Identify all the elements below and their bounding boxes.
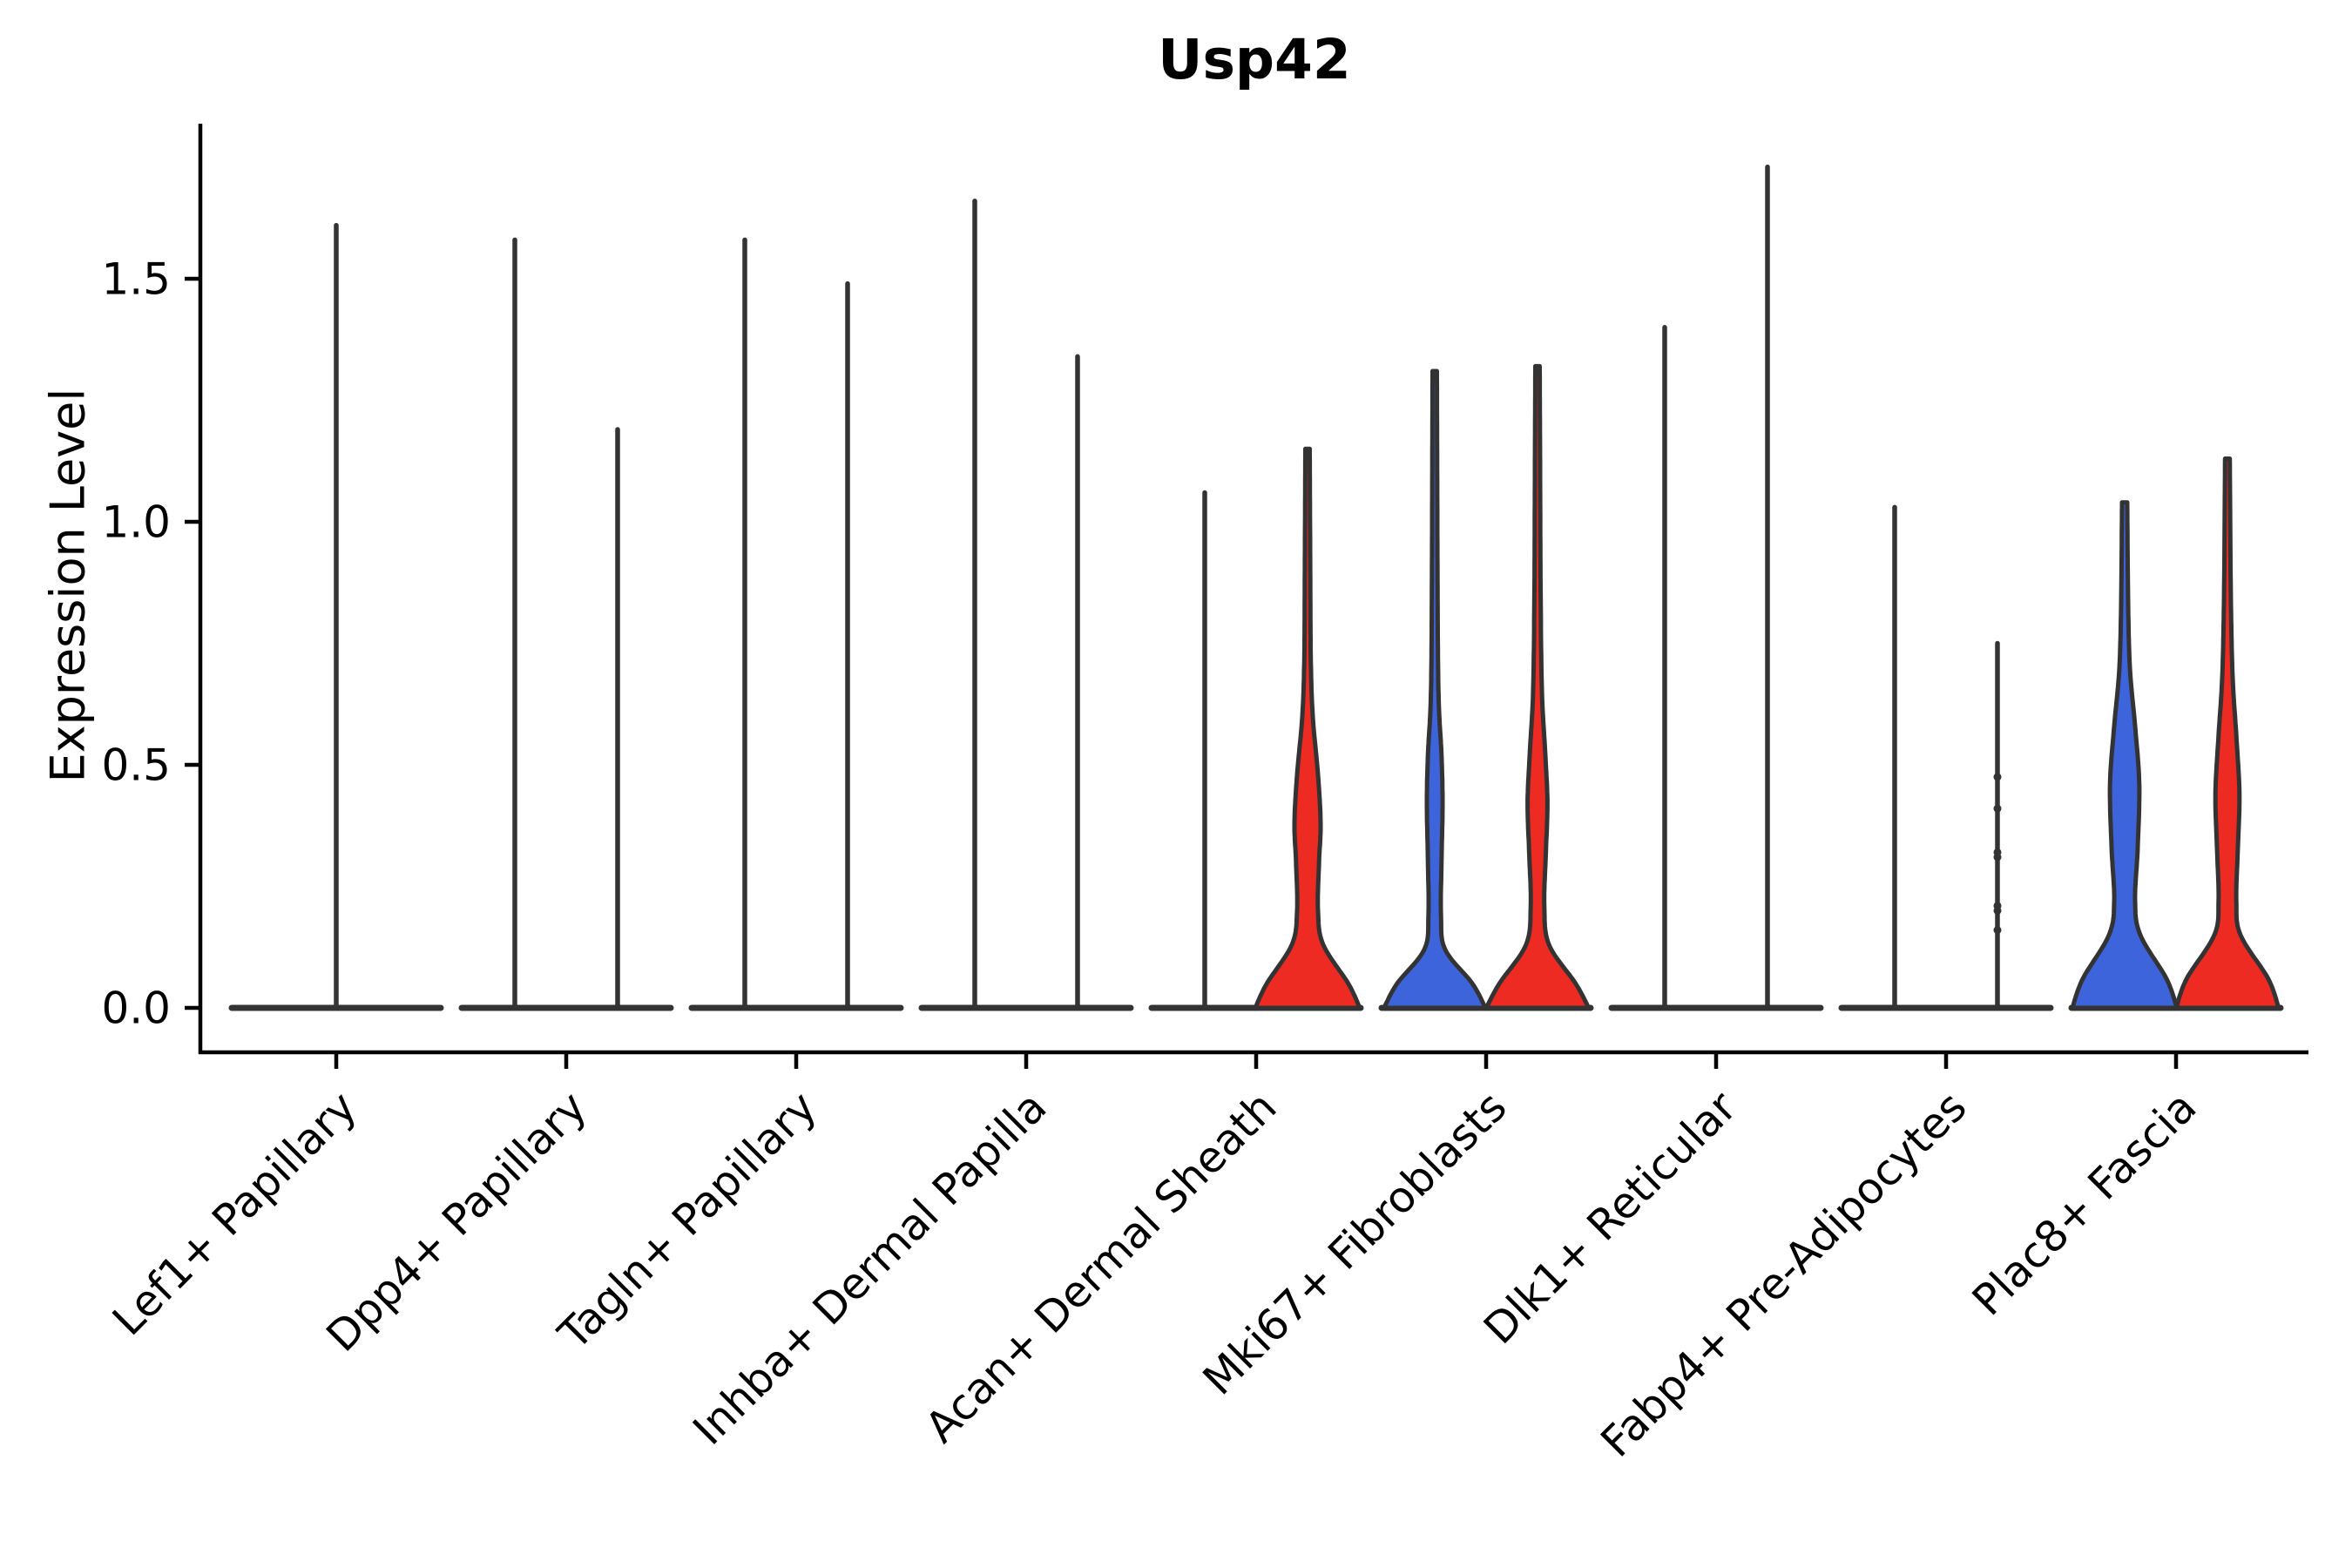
x-tick-label: Fabp4+ Pre-Adipocytes (1592, 1082, 1977, 1467)
x-tick-label: Dlk1+ Reticular (1475, 1082, 1747, 1355)
expression-dot (1993, 773, 2002, 781)
violin-body-blue (2070, 500, 2180, 1010)
expression-dot (1993, 804, 2002, 813)
chart-title: Usp42 (1158, 28, 1351, 91)
violin-body-red (1253, 446, 1362, 1010)
y-tick-label: 1.0 (101, 497, 171, 548)
violin-body-blue (1382, 368, 1488, 1010)
expression-dot (1993, 906, 2002, 915)
expression-dot (1993, 926, 2002, 935)
violin-body-red (1484, 363, 1592, 1010)
y-tick-label: 0.5 (101, 740, 171, 791)
x-tick-label: Lef1+ Papillary (103, 1082, 366, 1345)
expression-dot (1993, 853, 2002, 862)
y-tick-label: 1.5 (101, 254, 171, 305)
x-tick-label: Plac8+ Fascia (1963, 1082, 2206, 1325)
violin-body-red (2173, 456, 2281, 1010)
y-tick-label: 0.0 (101, 983, 171, 1034)
